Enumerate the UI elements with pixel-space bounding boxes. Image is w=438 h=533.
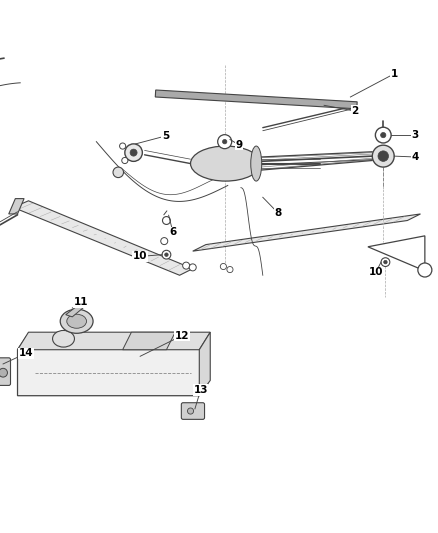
Ellipse shape bbox=[53, 330, 74, 347]
Circle shape bbox=[183, 262, 190, 269]
Circle shape bbox=[218, 135, 232, 149]
Circle shape bbox=[223, 140, 227, 144]
Circle shape bbox=[165, 253, 168, 256]
Circle shape bbox=[120, 143, 126, 149]
Circle shape bbox=[161, 238, 168, 245]
Circle shape bbox=[113, 167, 124, 177]
Circle shape bbox=[122, 157, 128, 164]
Circle shape bbox=[381, 133, 386, 138]
Ellipse shape bbox=[60, 309, 93, 333]
Polygon shape bbox=[123, 332, 175, 350]
Text: 2: 2 bbox=[351, 106, 358, 116]
Circle shape bbox=[0, 368, 7, 377]
Text: 3: 3 bbox=[412, 130, 419, 140]
Polygon shape bbox=[66, 304, 85, 317]
Polygon shape bbox=[18, 332, 210, 350]
Circle shape bbox=[220, 263, 226, 270]
Text: 1: 1 bbox=[391, 69, 398, 79]
Text: 11: 11 bbox=[74, 297, 88, 308]
Text: 10: 10 bbox=[368, 267, 383, 277]
Circle shape bbox=[130, 149, 137, 156]
Circle shape bbox=[384, 260, 387, 264]
Ellipse shape bbox=[191, 146, 261, 181]
Circle shape bbox=[162, 251, 171, 259]
FancyBboxPatch shape bbox=[0, 358, 11, 385]
Text: 10: 10 bbox=[133, 252, 148, 261]
Polygon shape bbox=[368, 236, 425, 271]
Polygon shape bbox=[18, 336, 208, 395]
Polygon shape bbox=[13, 201, 193, 275]
Polygon shape bbox=[193, 214, 420, 251]
Polygon shape bbox=[199, 332, 210, 395]
Circle shape bbox=[375, 127, 391, 143]
Text: 6: 6 bbox=[170, 228, 177, 237]
Text: 8: 8 bbox=[275, 208, 282, 218]
FancyBboxPatch shape bbox=[181, 403, 205, 419]
Circle shape bbox=[227, 266, 233, 273]
Text: 13: 13 bbox=[193, 385, 208, 395]
Circle shape bbox=[381, 258, 390, 266]
Text: 14: 14 bbox=[19, 348, 34, 358]
Ellipse shape bbox=[67, 314, 86, 328]
Circle shape bbox=[378, 151, 389, 161]
Text: 12: 12 bbox=[174, 330, 189, 341]
Text: 5: 5 bbox=[162, 131, 169, 141]
Circle shape bbox=[372, 145, 394, 167]
Circle shape bbox=[162, 216, 170, 224]
Ellipse shape bbox=[251, 146, 261, 181]
Text: 9: 9 bbox=[235, 140, 242, 150]
Circle shape bbox=[125, 144, 142, 161]
Polygon shape bbox=[155, 90, 357, 109]
Circle shape bbox=[189, 264, 196, 271]
Polygon shape bbox=[9, 199, 24, 214]
Text: 4: 4 bbox=[412, 152, 419, 162]
Circle shape bbox=[187, 408, 194, 414]
Circle shape bbox=[418, 263, 432, 277]
